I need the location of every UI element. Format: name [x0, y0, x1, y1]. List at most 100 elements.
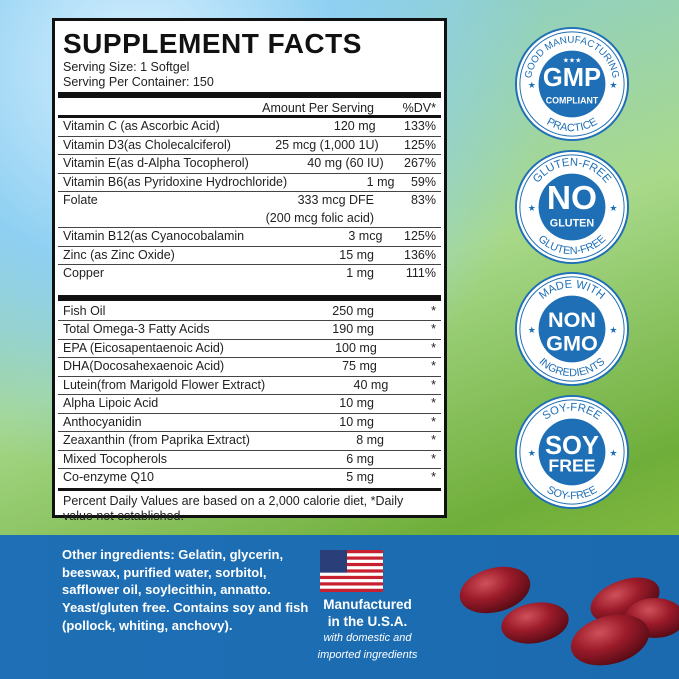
- svg-text:★: ★: [609, 448, 617, 458]
- other-rows: Fish Oil 250 mg * Total Omega-3 Fatty Acids…: [58, 303, 441, 487]
- nutrient-amount: 75 mg: [342, 359, 377, 373]
- table-row: Zinc (as Zinc Oxide) 15 mg 136%: [58, 247, 441, 265]
- nutrient-name: Vitamin C (as Ascorbic Acid): [63, 119, 220, 133]
- svg-text:★: ★: [609, 325, 617, 335]
- nutrient-dv: 59%: [410, 174, 436, 189]
- table-row: Copper 1 mg 111%: [58, 265, 441, 283]
- svg-text:FREE: FREE: [548, 456, 595, 476]
- nutrient-amount: 25 mcg (1,000 1U): [275, 137, 379, 152]
- nutrient-amount: 8 mg: [356, 433, 385, 447]
- nutrient-name: Lutein(from Marigold Flower Extract): [63, 377, 266, 392]
- table-row: Lutein(from Marigold Flower Extract) 40 m…: [58, 377, 441, 395]
- nutrient-name: Co-enzyme Q10: [63, 470, 155, 484]
- nutrient-amount: 6 mg: [346, 451, 374, 466]
- divider: [58, 92, 441, 98]
- badge-1: GLUTEN-FREE GLUTEN-FREE ★ ★ NO GLUTEN: [514, 149, 630, 265]
- nutrient-dv: *: [431, 322, 436, 336]
- nutrient-amount: 5 mg: [346, 470, 374, 484]
- divider: [58, 487, 441, 491]
- svg-text:NON: NON: [548, 307, 596, 332]
- footnote: Percent Daily Values are based on a 2,00…: [63, 493, 404, 523]
- nutrient-dv: *: [431, 414, 436, 429]
- nutrient-dv: *: [431, 303, 436, 318]
- made-in-usa: Manufactured in the U.S.A. with domestic…: [300, 596, 435, 664]
- nutrient-dv: 125%: [404, 137, 436, 152]
- nutrient-dv: 133%: [404, 119, 436, 133]
- nutrient-name: Mixed Tocopherols: [63, 451, 167, 466]
- nutrient-amount: 10 mg: [339, 396, 374, 410]
- other-label: Other ingredients:: [62, 547, 175, 562]
- panel-title: SUPPLEMENT FACTS: [63, 28, 362, 59]
- nutrient-amount: 3 mcg: [348, 229, 383, 243]
- svg-text:SOY-FREE: SOY-FREE: [545, 484, 599, 502]
- nutrient-name: Folate: [63, 193, 98, 207]
- table-row: Anthocyanidin 10 mg *: [58, 414, 441, 432]
- nutrient-name: Vitamin B6(as Pyridoxine Hydrochloride): [63, 174, 288, 189]
- nutrient-name: Total Omega-3 Fatty Acids: [63, 322, 210, 336]
- nutrient-amount: 120 mg: [333, 119, 376, 133]
- table-row: Alpha Lipoic Acid 10 mg *: [58, 395, 441, 414]
- nutrient-amount: 250 mg: [332, 303, 374, 318]
- made-line-1: Manufactured: [323, 597, 412, 612]
- nutrient-dv: *: [431, 340, 436, 355]
- dv-header: %DV*: [402, 100, 436, 115]
- table-row: Vitamin B6(as Pyridoxine Hydrochloride) 1…: [58, 174, 441, 192]
- nutrient-dv: 83%: [410, 193, 436, 207]
- nutrient-amount: 1 mg: [346, 266, 374, 280]
- svg-text:COMPLIANT: COMPLIANT: [546, 96, 599, 106]
- table-row-continued: (200 mcg folic acid): [58, 210, 441, 228]
- nutrient-name: EPA (Eicosapentaenoic Acid): [63, 340, 224, 355]
- nutrient-dv: 267%: [404, 156, 436, 170]
- svg-text:GMP: GMP: [543, 64, 601, 92]
- svg-text:GMO: GMO: [546, 331, 598, 356]
- nutrient-dv: 136%: [404, 247, 436, 262]
- nutrient-amount: 40 mg (60 IU): [307, 156, 384, 170]
- svg-text:★: ★: [528, 448, 536, 458]
- svg-text:★: ★: [528, 80, 536, 90]
- nutrient-amount: 15 mg: [339, 247, 374, 262]
- nutrient-dv: *: [431, 377, 436, 392]
- nutrient-amount-note: (200 mcg folic acid): [265, 210, 374, 225]
- svg-text:★: ★: [528, 203, 536, 213]
- svg-text:★★★: ★★★: [563, 56, 582, 64]
- svg-text:GLUTEN: GLUTEN: [550, 218, 595, 230]
- nutrient-dv: *: [431, 396, 436, 410]
- made-sub-1: with domestic and: [323, 632, 412, 644]
- other-ingredients: Other ingredients: Gelatin, glycerin, be…: [62, 546, 312, 635]
- svg-text:NO: NO: [547, 180, 597, 217]
- vitamin-rows: Vitamin C (as Ascorbic Acid) 120 mg 133% Vi…: [58, 118, 441, 283]
- nutrient-name: Vitamin D3(as Cholecalciferol): [63, 137, 231, 152]
- nutrient-name: Alpha Lipoic Acid: [63, 396, 159, 410]
- table-header: Amount Per Serving %DV*: [58, 100, 441, 118]
- nutrient-amount: 10 mg: [339, 414, 374, 429]
- nutrient-amount: 100 mg: [335, 340, 377, 355]
- softgel-capsules-image: [459, 566, 679, 666]
- table-row: Co-enzyme Q10 5 mg *: [58, 469, 441, 487]
- nutrient-dv: 125%: [404, 229, 436, 243]
- table-row: EPA (Eicosapentaenoic Acid) 100 mg *: [58, 340, 441, 358]
- svg-text:SOY: SOY: [545, 432, 599, 460]
- nutrient-dv: *: [431, 433, 436, 447]
- us-flag-icon: [320, 550, 383, 592]
- made-line-2: in the U.S.A.: [327, 614, 408, 629]
- nutrient-amount: 1 mg: [366, 174, 395, 189]
- svg-text:★: ★: [528, 325, 536, 335]
- nutrient-name: Copper: [63, 266, 104, 280]
- serving-size: Serving Size: 1 Softgel: [63, 60, 190, 74]
- badge-3: SOY-FREE SOY-FREE ★ ★ SOY FREE: [514, 394, 630, 510]
- table-row: Vitamin C (as Ascorbic Acid) 120 mg 133%: [58, 118, 441, 137]
- divider: [58, 294, 441, 301]
- servings-per-container: Serving Per Container: 150: [63, 75, 214, 89]
- table-row: Fish Oil 250 mg *: [58, 303, 441, 321]
- nutrient-name: Fish Oil: [63, 303, 106, 318]
- badge-2: MADE WITH INGREDIENTS ★ ★ NON GMO: [514, 271, 630, 387]
- nutrient-name: Zeaxanthin (from Paprika Extract): [63, 433, 250, 447]
- nutrient-dv: *: [431, 470, 436, 484]
- nutrient-name: Zinc (as Zinc Oxide): [63, 247, 175, 262]
- nutrient-amount: 190 mg: [332, 322, 374, 336]
- nutrient-name: Vitamin E(as d-Alpha Tocopherol): [63, 156, 249, 170]
- nutrient-amount: 333 mcg DFE: [297, 193, 374, 207]
- nutrient-name: DHA(Docosahexaenoic Acid): [63, 359, 225, 373]
- other-text: Gelatin, glycerin, beeswax, purified wat…: [62, 547, 309, 633]
- nutrient-dv: *: [431, 359, 436, 373]
